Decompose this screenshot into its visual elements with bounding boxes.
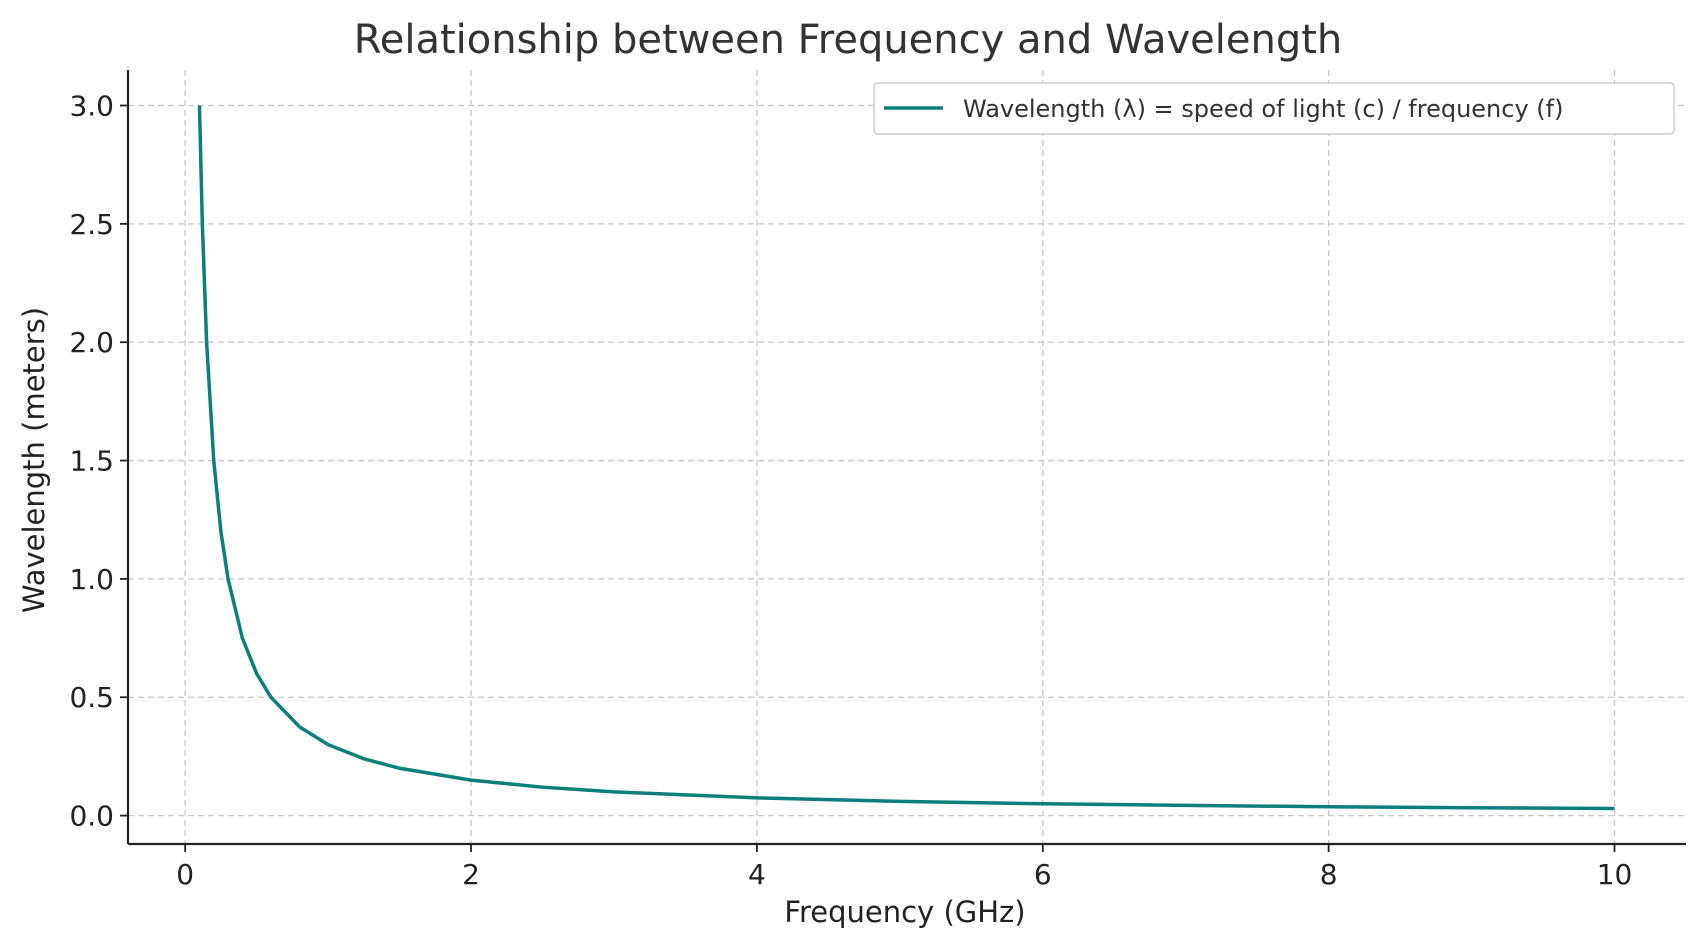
legend: Wavelength (λ) = speed of light (c) / fr… xyxy=(873,82,1675,135)
y-tick-label-0: 0.0 xyxy=(69,800,114,833)
x-tick-label-0: 0 xyxy=(176,858,194,891)
chart-title: Relationship between Frequency and Wavel… xyxy=(354,17,1343,63)
grid-lines xyxy=(128,70,1686,844)
y-axis-label: Wavelength (meters) xyxy=(17,307,51,613)
x-axis-label: Frequency (GHz) xyxy=(784,895,1025,929)
series-line-0 xyxy=(197,105,1615,811)
x-tick-label-3: 6 xyxy=(1034,858,1052,891)
x-tick-label-4: 8 xyxy=(1320,858,1338,891)
series-layer xyxy=(197,105,1615,811)
x-tick-label-2: 4 xyxy=(748,858,766,891)
legend-box xyxy=(873,82,1675,135)
y-tick-label-6: 3.0 xyxy=(69,90,114,123)
y-tick-label-3: 1.5 xyxy=(69,445,114,478)
tick-labels: 0 2 4 6 8 10 0.0 0.5 1.0 1.5 2.0 2.5 3.0 xyxy=(69,90,1632,891)
y-tick-label-5: 2.5 xyxy=(69,208,114,241)
y-tick-label-1: 0.5 xyxy=(69,681,114,714)
x-tick-label-1: 2 xyxy=(462,858,480,891)
y-tick-label-2: 1.0 xyxy=(69,563,114,596)
x-tick-label-5: 10 xyxy=(1597,858,1633,891)
legend-label: Wavelength (λ) = speed of light (c) / fr… xyxy=(963,95,1563,123)
y-tick-label-4: 2.0 xyxy=(69,326,114,359)
axes xyxy=(120,70,1686,852)
